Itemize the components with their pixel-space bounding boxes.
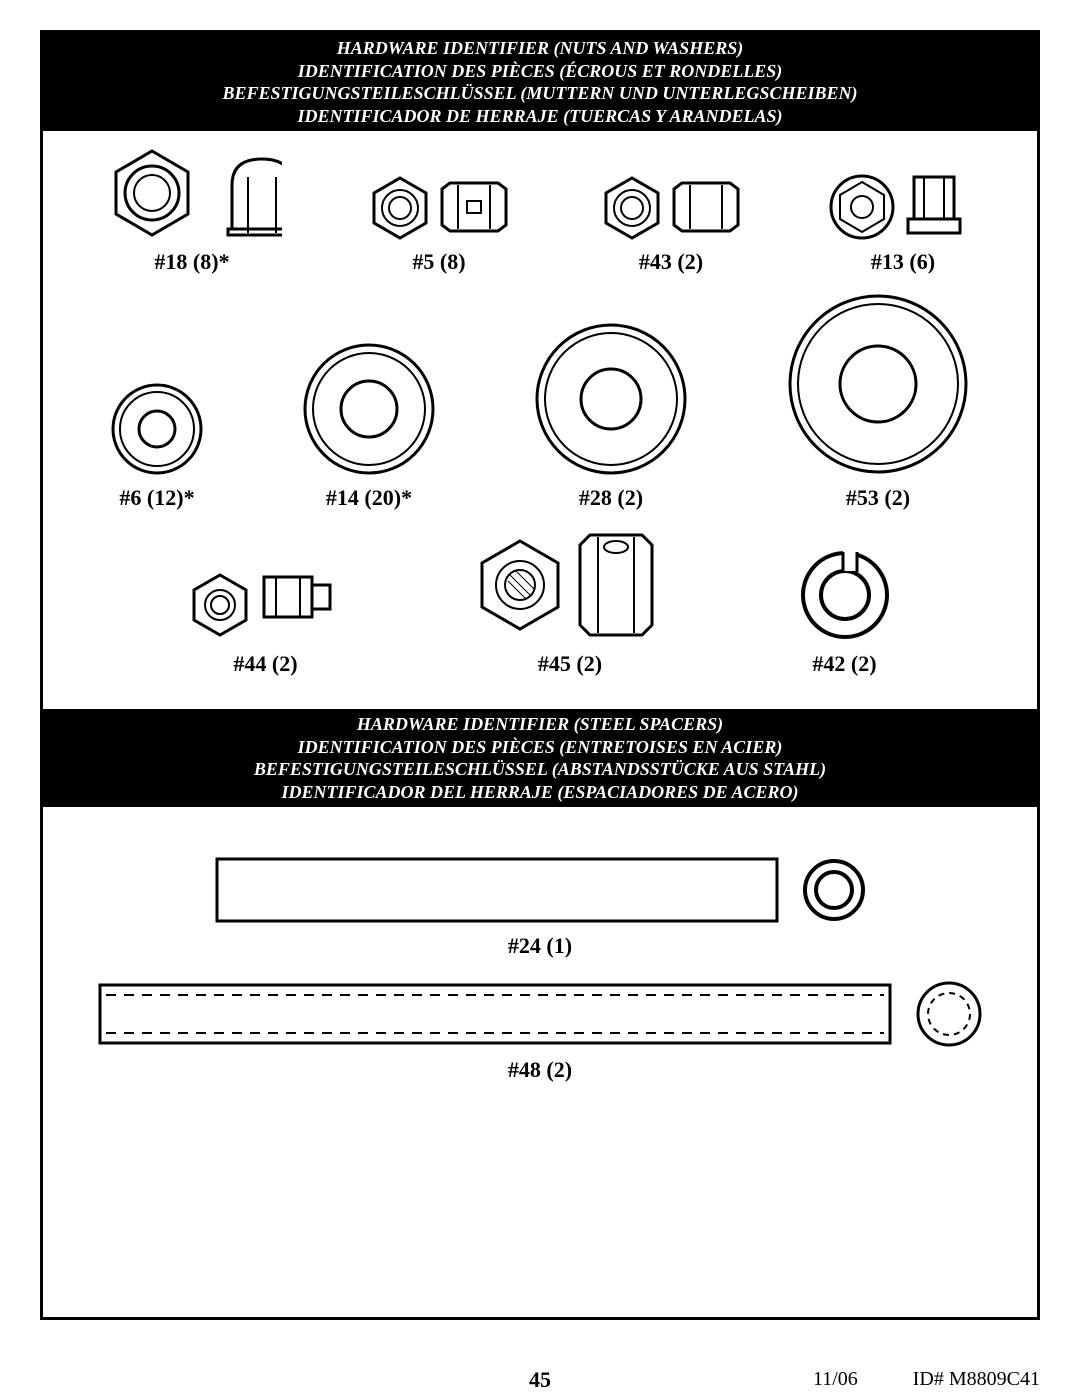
nut-44-icon — [186, 565, 346, 645]
item-13: #13 (6) — [828, 171, 978, 275]
label-24: #24 (1) — [61, 933, 1019, 959]
item-5: #5 (8) — [364, 173, 514, 275]
washer-14-icon — [299, 339, 439, 479]
row-nuts-3: #44 (2) — [61, 525, 1019, 677]
label-48: #48 (2) — [61, 1057, 1019, 1083]
row-nuts-1: #18 (8)* — [61, 143, 1019, 275]
washer-28-icon — [531, 319, 691, 479]
header-spacers: HARDWARE IDENTIFIER (STEEL SPACERS) IDEN… — [43, 709, 1037, 807]
label-45: #45 (2) — [538, 651, 602, 677]
nut-5-icon — [364, 173, 514, 243]
page-number: 45 — [529, 1367, 551, 1393]
label-13: #13 (6) — [871, 249, 935, 275]
nut-45-icon — [470, 525, 670, 645]
item-44: #44 (2) — [186, 565, 346, 677]
label-43: #43 (2) — [639, 249, 703, 275]
page: HARDWARE IDENTIFIER (NUTS AND WASHERS) I… — [0, 0, 1080, 1397]
lockwasher-42-icon — [795, 545, 895, 645]
section-nuts-washers: #18 (8)* — [43, 131, 1037, 709]
label-42: #42 (2) — [812, 651, 876, 677]
nut-43-icon — [596, 173, 746, 243]
item-18: #18 (8)* — [102, 143, 282, 275]
header1-line3: BEFESTIGUNGSTEILESCHLÜSSEL (MUTTERN UND … — [49, 82, 1031, 105]
spacer-48-ring-icon — [914, 979, 984, 1049]
header2-line1: HARDWARE IDENTIFIER (STEEL SPACERS) — [49, 713, 1031, 736]
item-45: #45 (2) — [470, 525, 670, 677]
outer-border: HARDWARE IDENTIFIER (NUTS AND WASHERS) I… — [40, 30, 1040, 1320]
header2-line3: BEFESTIGUNGSTEILESCHLÜSSEL (ABSTANDSSTÜC… — [49, 758, 1031, 781]
spacer-24-bar-icon — [213, 855, 783, 925]
section-spacers: #24 (1) #48 (2) — [43, 807, 1037, 1121]
row-washers: #6 (12)* #14 (20)* #28 — [61, 289, 1019, 511]
header1-line1: HARDWARE IDENTIFIER (NUTS AND WASHERS) — [49, 37, 1031, 60]
item-53: #53 (2) — [783, 289, 973, 511]
item-28: #28 (2) — [531, 319, 691, 511]
label-6: #6 (12)* — [119, 485, 194, 511]
label-18: #18 (8)* — [154, 249, 229, 275]
item-42: #42 (2) — [795, 545, 895, 677]
label-14: #14 (20)* — [326, 485, 412, 511]
label-53: #53 (2) — [846, 485, 910, 511]
spacer-48-bar-icon — [96, 981, 896, 1047]
footer-right: 11/06 ID# M8809C41 — [813, 1368, 1040, 1391]
spacer-48-row — [61, 979, 1019, 1049]
header1-line4: IDENTIFICADOR DE HERRAJE (TUERCAS Y ARAN… — [49, 105, 1031, 128]
nut-18-icon — [102, 143, 282, 243]
header2-line2: IDENTIFICATION DES PIÈCES (ENTRETOISES E… — [49, 736, 1031, 759]
washer-6-icon — [107, 379, 207, 479]
item-6: #6 (12)* — [107, 379, 207, 511]
label-5: #5 (8) — [412, 249, 465, 275]
item-14: #14 (20)* — [299, 339, 439, 511]
footer: 45 11/06 ID# M8809C41 — [40, 1368, 1040, 1391]
footer-date: 11/06 — [813, 1368, 858, 1390]
header2-line4: IDENTIFICADOR DEL HERRAJE (ESPACIADORES … — [49, 781, 1031, 804]
spacer-24-ring-icon — [801, 857, 867, 923]
footer-id: ID# M8809C41 — [913, 1368, 1040, 1390]
washer-53-icon — [783, 289, 973, 479]
label-28: #28 (2) — [579, 485, 643, 511]
header-nuts-washers: HARDWARE IDENTIFIER (NUTS AND WASHERS) I… — [43, 33, 1037, 131]
spacer-24-row — [61, 855, 1019, 925]
item-43: #43 (2) — [596, 173, 746, 275]
nut-13-icon — [828, 171, 978, 243]
header1-line2: IDENTIFICATION DES PIÈCES (ÉCROUS ET RON… — [49, 60, 1031, 83]
label-44: #44 (2) — [233, 651, 297, 677]
